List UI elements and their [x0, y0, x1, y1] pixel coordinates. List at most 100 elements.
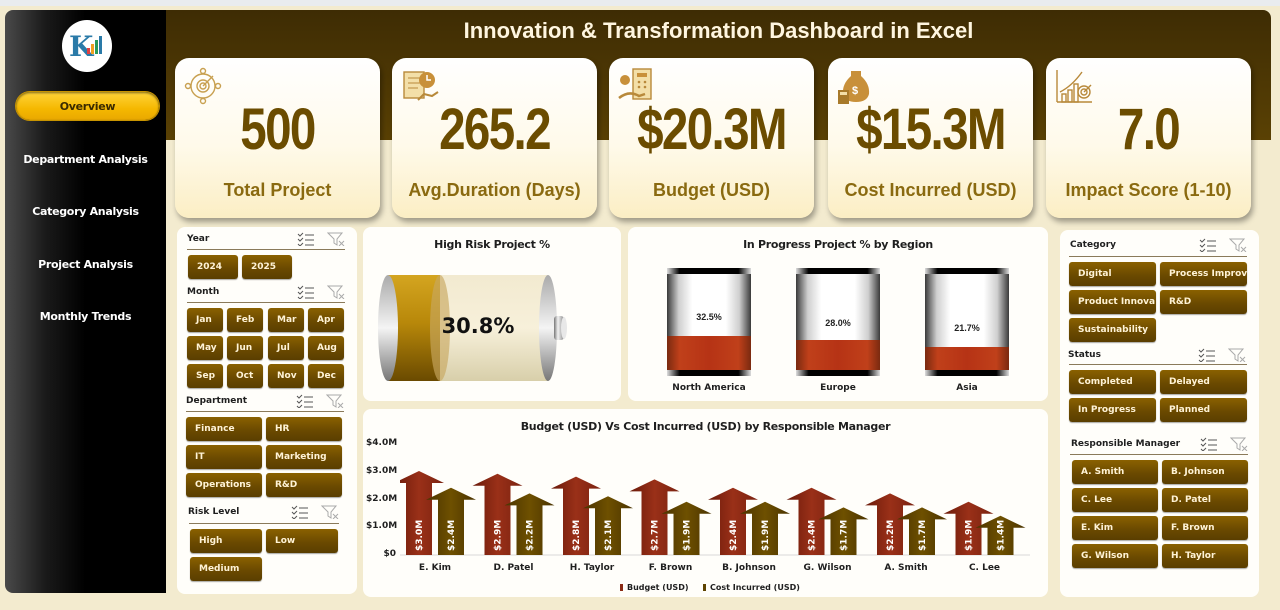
- slicer-month-apr[interactable]: Apr: [308, 308, 344, 332]
- slicer-year-2025[interactable]: 2025: [242, 255, 292, 279]
- clear-filter-icon[interactable]: [1230, 437, 1248, 451]
- logo-icon: K: [69, 30, 102, 63]
- slicer-dept-hr[interactable]: HR: [266, 417, 342, 441]
- nav-monthly-trends[interactable]: Monthly Trends: [39, 310, 132, 323]
- budget-arrow: [400, 471, 444, 555]
- clear-filter-icon[interactable]: [327, 232, 345, 246]
- slicer-manager-d-patel[interactable]: D. Patel: [1162, 488, 1248, 512]
- slicer-status-planned[interactable]: Planned: [1160, 398, 1247, 422]
- slicer-month-jul[interactable]: Jul: [268, 336, 304, 360]
- y-tick: $3.0M: [366, 466, 398, 476]
- multi-select-icon[interactable]: [1200, 437, 1218, 451]
- slicer-month-oct[interactable]: Oct: [227, 364, 263, 388]
- data-label: $1.9M: [683, 520, 693, 551]
- slicer-month-jun[interactable]: Jun: [227, 336, 263, 360]
- slicer-month-sep[interactable]: Sep: [187, 364, 223, 388]
- slicer-risk-high[interactable]: High: [190, 529, 262, 553]
- kpi-budget: $20.3M Budget (USD): [609, 58, 814, 218]
- data-label: $2.9M: [494, 520, 504, 551]
- clear-filter-icon[interactable]: [327, 285, 345, 299]
- clear-filter-icon[interactable]: [326, 394, 344, 408]
- slicer-status-in-progress[interactable]: In Progress: [1069, 398, 1156, 422]
- slicer-manager-b-johnson[interactable]: B. Johnson: [1162, 460, 1248, 484]
- slicer-category-process-improvement[interactable]: Process Improv...: [1160, 262, 1247, 286]
- svg-text:K: K: [69, 30, 95, 63]
- data-label: $2.2M: [886, 520, 896, 551]
- page-title: Innovation & Transformation Dashboard in…: [463, 18, 974, 43]
- kpi-value: $15.3M: [856, 97, 1006, 162]
- budget-arrow: [629, 479, 680, 555]
- slicer-manager-e-kim[interactable]: E. Kim: [1072, 516, 1158, 540]
- nav-project-analysis[interactable]: Project Analysis: [38, 258, 133, 271]
- slicer-status-title: Status: [1068, 350, 1101, 360]
- sidebar: K Overview Department Analysis Category …: [5, 10, 166, 593]
- slicer-status-delayed[interactable]: Delayed: [1160, 370, 1247, 394]
- slicer-month-feb[interactable]: Feb: [227, 308, 263, 332]
- data-label: $1.9M: [965, 520, 975, 551]
- slicer-month-jan[interactable]: Jan: [187, 308, 223, 332]
- nav-department-analysis[interactable]: Department Analysis: [23, 153, 148, 166]
- slicer-category-sustainability[interactable]: Sustainability: [1069, 318, 1156, 342]
- budget-calculator-icon: [618, 68, 652, 100]
- nav-overview[interactable]: Overview: [16, 92, 159, 120]
- slicer-year-2024[interactable]: 2024: [188, 255, 238, 279]
- legend-budget: Budget (USD): [620, 583, 689, 592]
- clear-filter-icon[interactable]: [1228, 348, 1246, 362]
- x-axis-label: H. Taylor: [569, 563, 615, 573]
- cost-arrow: [818, 507, 869, 555]
- slicer-dept-marketing[interactable]: Marketing: [266, 445, 342, 469]
- data-label: $2.8M: [572, 520, 582, 551]
- company-logo[interactable]: K: [62, 20, 112, 72]
- data-label: $2.4M: [808, 520, 818, 551]
- kpi-cost-incurred: $ $15.3M Cost Incurred (USD): [828, 58, 1033, 218]
- slicer-manager-a-smith[interactable]: A. Smith: [1072, 460, 1158, 484]
- region-value: 28.0%: [825, 318, 851, 328]
- slicer-manager-h-taylor[interactable]: H. Taylor: [1162, 544, 1248, 568]
- multi-select-icon[interactable]: [297, 285, 315, 299]
- multi-select-icon[interactable]: [1199, 238, 1217, 252]
- cost-arrow: [583, 496, 633, 555]
- x-axis-label: G. Wilson: [803, 563, 852, 573]
- region-title: In Progress Project % by Region: [743, 238, 933, 251]
- nav-category-analysis[interactable]: Category Analysis: [32, 205, 139, 218]
- slicer-risk-medium[interactable]: Medium: [190, 557, 262, 581]
- x-axis-label: F. Brown: [648, 563, 693, 573]
- slicer-manager-f-brown[interactable]: F. Brown: [1162, 516, 1248, 540]
- slicer-dept-it[interactable]: IT: [186, 445, 262, 469]
- slicer-dept-finance[interactable]: Finance: [186, 417, 262, 441]
- slicer-month-aug[interactable]: Aug: [308, 336, 344, 360]
- slicer-dept-operations[interactable]: Operations: [186, 473, 262, 497]
- region-label: Asia: [956, 383, 978, 393]
- slicer-month-may[interactable]: May: [187, 336, 223, 360]
- data-label: $2.7M: [651, 520, 661, 551]
- multi-select-icon[interactable]: [296, 394, 314, 408]
- slicer-month-nov[interactable]: Nov: [268, 364, 304, 388]
- data-label: $1.7M: [840, 520, 850, 551]
- slicer-month-mar[interactable]: Mar: [268, 308, 304, 332]
- slicer-category-product-innovation[interactable]: Product Innova...: [1069, 290, 1156, 314]
- document-clock-icon: [403, 71, 439, 101]
- slicer-manager-title: Responsible Manager: [1071, 439, 1181, 449]
- multi-select-icon[interactable]: [291, 505, 309, 519]
- budget-arrow: [865, 493, 915, 555]
- svg-text:$: $: [852, 85, 858, 97]
- kpi-value: 7.0: [1117, 97, 1181, 162]
- slicer-category-rnd[interactable]: R&D: [1160, 290, 1247, 314]
- budget-arrow: [786, 487, 837, 555]
- slicer-category-digital[interactable]: Digital: [1069, 262, 1156, 286]
- kpi-label: Total Project: [223, 180, 332, 200]
- multi-select-icon[interactable]: [1198, 348, 1216, 362]
- slicer-manager-c-lee[interactable]: C. Lee: [1072, 488, 1158, 512]
- slicer-status-completed[interactable]: Completed: [1069, 370, 1156, 394]
- slicer-divider: [189, 523, 339, 524]
- region-label: North America: [672, 383, 746, 393]
- slicer-month-dec[interactable]: Dec: [308, 364, 344, 388]
- clear-filter-icon[interactable]: [321, 505, 339, 519]
- multi-select-icon[interactable]: [297, 232, 315, 246]
- slicer-dept-rnd[interactable]: R&D: [266, 473, 342, 497]
- slicer-risk-low[interactable]: Low: [266, 529, 338, 553]
- kpi-value: $20.3M: [637, 97, 787, 162]
- slicer-manager-g-wilson[interactable]: G. Wilson: [1072, 544, 1158, 568]
- kpi-label: Budget (USD): [653, 180, 770, 200]
- clear-filter-icon[interactable]: [1229, 238, 1247, 252]
